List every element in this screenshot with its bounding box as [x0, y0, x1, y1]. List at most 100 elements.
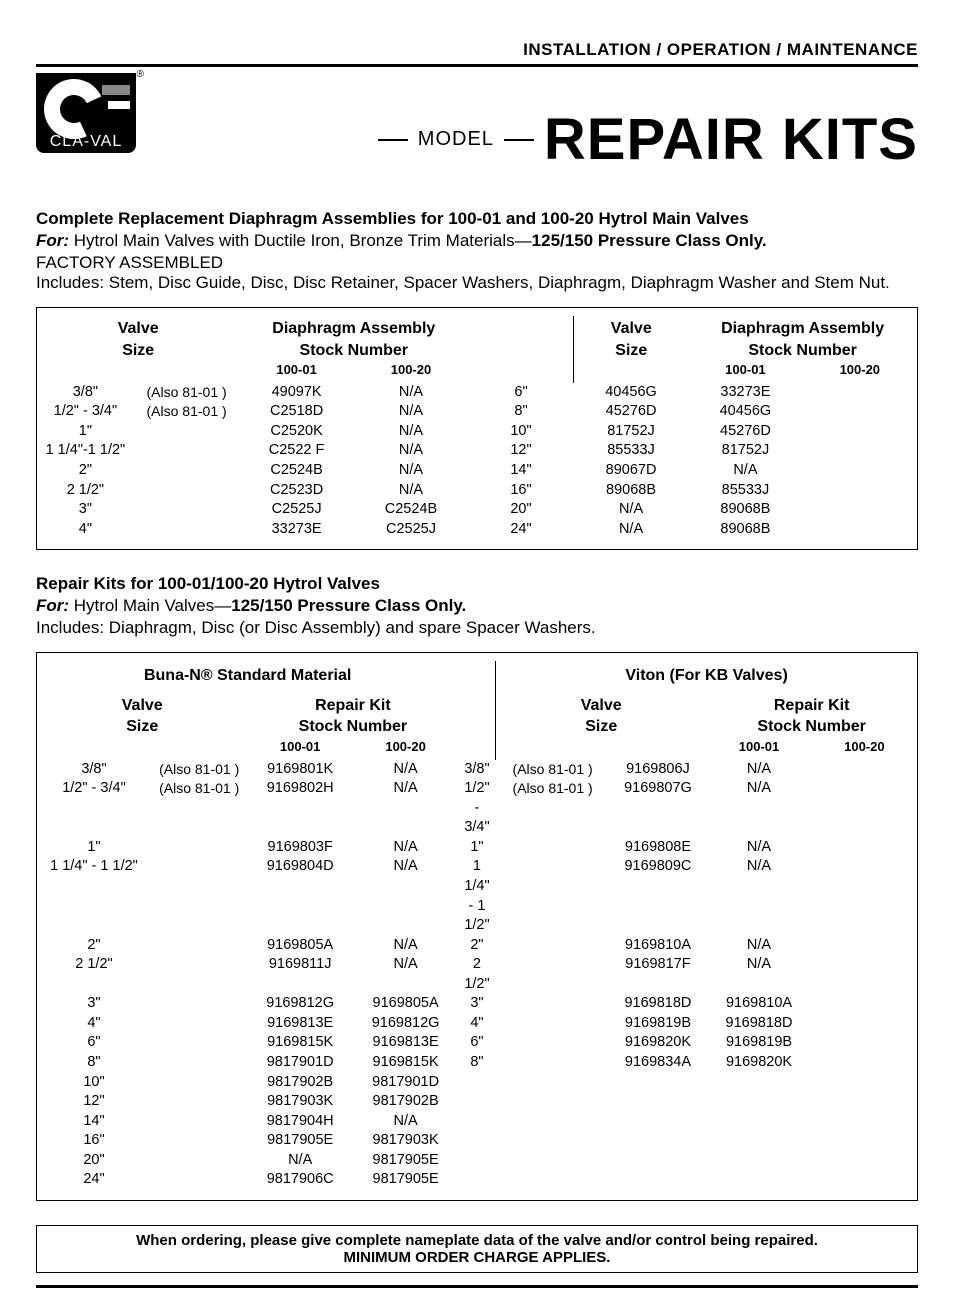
t2-note-r	[496, 857, 610, 935]
t1-c1-l: C2525J	[239, 500, 353, 520]
t1-note-l: (Also 81-01 )	[134, 383, 240, 403]
table-row: 10"9817902B9817901D	[37, 1073, 917, 1093]
t2-size-l: 24"	[37, 1170, 151, 1190]
t2-c2-r	[706, 1073, 811, 1093]
t2-note-r	[496, 1053, 610, 1073]
table-row: 2 1/2"9169811JN/A2 1/2"9169817FN/A	[37, 955, 917, 994]
t2-c1-l: 9169805A	[247, 936, 352, 956]
t2-note-r	[496, 1151, 610, 1171]
brand-logo: CLA-VAL ®	[36, 73, 136, 173]
t2-size-l: 1/2" - 3/4"	[37, 779, 151, 838]
table-row: 1 1/4"-1 1/2"C2522 FN/A12"85533J81752J	[37, 441, 917, 461]
t1-note-l	[134, 500, 240, 520]
t1-note-l	[134, 481, 240, 501]
t2-note-l	[151, 994, 247, 1014]
table-row: 16" 9817905E9817903K	[37, 1131, 917, 1151]
t2-c1-l: 9817902B	[247, 1073, 352, 1093]
table-row: 4"33273EC2525J24"N/A89068B	[37, 520, 917, 540]
t2-c1-l: 9169801K	[247, 760, 352, 780]
t2-c1-l: 9169802H	[247, 779, 352, 838]
t2-mat-left: Buna-N® Standard Material	[37, 661, 458, 693]
t2-c2-l: N/A	[353, 760, 458, 780]
t1-size-l: 2 1/2"	[37, 481, 134, 501]
t2-c1-r	[610, 1112, 707, 1132]
t2-size-l: 14"	[37, 1112, 151, 1132]
t1-c1-r: N/A	[574, 520, 688, 540]
t2-c2-r: N/A	[706, 955, 811, 994]
t2-c2-l: N/A	[353, 779, 458, 838]
t2-hdr-kit-left: Repair KitStock Number	[247, 693, 458, 738]
t1-hdr-10001-l: 100-01	[239, 361, 353, 383]
t1-size-l: 3"	[37, 500, 134, 520]
t2-note-l	[151, 1014, 247, 1034]
logo-dash-icon	[102, 85, 130, 95]
t2-c2-r	[706, 1170, 811, 1190]
t2-c1-r: 9169807G	[610, 779, 707, 838]
t2-note-l	[151, 857, 247, 935]
t1-size-l: 4"	[37, 520, 134, 540]
t2-c1-l: 9817904H	[247, 1112, 352, 1132]
table-row: 14" 9817904HN/A	[37, 1112, 917, 1132]
t1-size-r: 6"	[468, 383, 574, 403]
t2-c1-r: 9169817F	[610, 955, 707, 994]
t2-c1-l: 9817905E	[247, 1131, 352, 1151]
t2-hdr-10020-l: 100-20	[353, 738, 458, 760]
t1-hdr-assy-right: Diaphragm AssemblyStock Number	[688, 316, 917, 361]
t2-c1-l: 9169811J	[247, 955, 352, 994]
t2-c2-l: N/A	[353, 1112, 458, 1132]
title-model-label: MODEL	[418, 128, 494, 151]
t2-size-l: 6"	[37, 1033, 151, 1053]
section2: Repair Kits for 100-01/100-20 Hytrol Val…	[36, 574, 918, 638]
t2-size-r	[458, 1151, 495, 1171]
t2-c1-r: 9169810A	[610, 936, 707, 956]
t2-size-l: 16"	[37, 1131, 151, 1151]
t2-c1-r	[610, 1151, 707, 1171]
t2-c1-r: 9169820K	[610, 1033, 707, 1053]
t1-c1-r: 89067D	[574, 461, 688, 481]
section2-for-label: For:	[36, 596, 69, 615]
t1-c1-l: C2520K	[239, 422, 353, 442]
t1-hdr-valve-left: ValveSize	[37, 316, 239, 383]
table-row: 3"C2525JC2524B20"N/A89068B	[37, 500, 917, 520]
t1-size-r: 8"	[468, 402, 574, 422]
table-row: 1"9169803FN/A1"9169808EN/A	[37, 838, 917, 858]
t2-c2-r	[706, 1092, 811, 1112]
t2-note-l	[151, 1053, 247, 1073]
t1-c2-r: N/A	[688, 461, 802, 481]
table1: ValveSize Diaphragm AssemblyStock Number…	[36, 307, 918, 550]
t1-c2-l: N/A	[354, 481, 468, 501]
t2-note-r	[496, 1131, 610, 1151]
t2-c2-r: N/A	[706, 779, 811, 838]
t1-hdr-valve-right: ValveSize	[574, 316, 688, 383]
t1-vdiv	[468, 316, 574, 383]
t2-size-l: 8"	[37, 1053, 151, 1073]
t2-c1-r	[610, 1170, 707, 1190]
t2-c2-r: 9169810A	[706, 994, 811, 1014]
t1-c2-r: 33273E	[688, 383, 802, 403]
t2-size-l: 3/8"	[37, 760, 151, 780]
t1-c1-l: C2524B	[239, 461, 353, 481]
t2-c2-r	[706, 1131, 811, 1151]
t2-c1-r	[610, 1131, 707, 1151]
t2-hdr-10001-l: 100-01	[247, 738, 352, 760]
t2-size-r	[458, 1092, 495, 1112]
section1-for-plain: Hytrol Main Valves with Ductile Iron, Br…	[69, 231, 532, 250]
section1-for-bold: 125/150 Pressure Class Only.	[532, 231, 767, 250]
title-dash-left-icon	[378, 139, 408, 141]
t2-size-r: 6"	[458, 1033, 495, 1053]
logo-text: CLA-VAL	[36, 133, 136, 151]
t1-size-r: 20"	[468, 500, 574, 520]
t2-c2-r	[706, 1151, 811, 1171]
t2-note-r	[496, 994, 610, 1014]
t1-c2-l: C2524B	[354, 500, 468, 520]
t2-size-r: 1"	[458, 838, 495, 858]
t1-c1-r: 45276D	[574, 402, 688, 422]
t2-c2-r: N/A	[706, 760, 811, 780]
section2-for: For: Hytrol Main Valves—125/150 Pressure…	[36, 596, 918, 616]
t2-c2-l: 9169812G	[353, 1014, 458, 1034]
t2-note-l	[151, 1033, 247, 1053]
t2-hdr-kit-right: Repair KitStock Number	[706, 693, 917, 738]
t2-c2-l: 9817903K	[353, 1131, 458, 1151]
t2-size-r: 2 1/2"	[458, 955, 495, 994]
footer-line2: MINIMUM ORDER CHARGE APPLIES.	[45, 1249, 909, 1266]
